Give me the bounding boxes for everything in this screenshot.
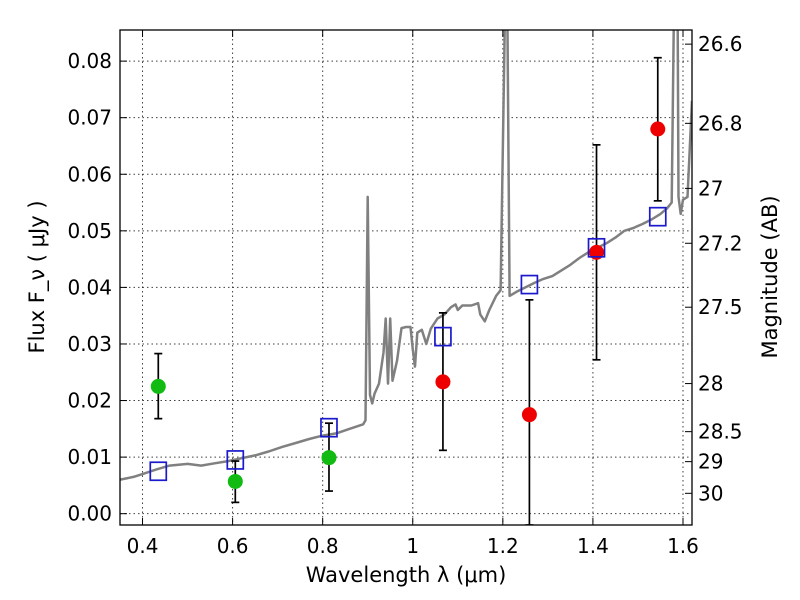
y-tick-label: 0.04	[67, 275, 112, 299]
magnitude-tick-label: 28	[698, 372, 723, 396]
model-flux-square	[434, 326, 452, 347]
magnitude-tick-label: 27	[698, 176, 723, 200]
model-flux-square	[648, 206, 667, 227]
y-tick-label: 0.02	[67, 389, 112, 413]
model-spectrum-line	[120, 30, 692, 481]
x-tick-label: 0.4	[127, 534, 159, 558]
plot-frame	[119, 29, 693, 526]
y-tick-label: 0.06	[67, 162, 112, 186]
model-flux-square	[587, 237, 606, 258]
model-flux-square	[320, 417, 338, 438]
y-tick-label: 0.00	[67, 502, 112, 526]
error-bar-layer	[154, 56, 662, 525]
y-tick-label: 0.03	[67, 332, 112, 356]
right-axis-label: Magnitude (AB)	[758, 195, 782, 358]
y-tick-label: 0.08	[67, 49, 112, 73]
x-tick-label: 1.6	[667, 534, 699, 558]
model-flux-square	[520, 274, 539, 295]
x-tick-label: 1	[406, 534, 419, 558]
y-axis-label: Flux F_ν ( μJy )	[25, 200, 50, 353]
magnitude-tick-label: 29	[698, 450, 723, 474]
model-flux-square	[149, 461, 168, 482]
magnitude-tick-label: 26.6	[698, 32, 743, 56]
grid-lines	[120, 30, 692, 525]
x-tick-label: 1.4	[577, 534, 609, 558]
y-tick-label: 0.05	[67, 219, 112, 243]
magnitude-tick-label: 26.8	[698, 111, 743, 135]
y-tick-label: 0.01	[67, 445, 112, 469]
x-tick-label: 0.8	[307, 534, 339, 558]
model-spectrum-layer	[120, 30, 692, 481]
photometry-point	[435, 374, 451, 390]
photometry-point	[227, 473, 243, 489]
magnitude-tick-label: 27.2	[698, 231, 743, 255]
data-point-layer	[149, 121, 667, 489]
x-tick-label: 0.6	[217, 534, 249, 558]
x-axis-label: Wavelength λ (μm)	[306, 563, 507, 587]
magnitude-tick-label: 27.5	[698, 295, 743, 319]
photometry-point	[321, 450, 337, 466]
magnitude-tick-label: 30	[698, 481, 723, 505]
photometry-point	[650, 121, 666, 137]
axis-ticks: 0.4 0.6 0.8 1 1.2 1.4 1.6 0.00 0.01 0.02 0.03 0.04 0…	[67, 30, 743, 558]
magnitude-tick-label: 28.5	[698, 420, 743, 444]
model-flux-square	[226, 450, 245, 470]
y-tick-label: 0.07	[67, 106, 112, 130]
photometry-point	[521, 407, 537, 423]
x-tick-label: 1.2	[487, 534, 519, 558]
photometry-point	[150, 378, 166, 394]
